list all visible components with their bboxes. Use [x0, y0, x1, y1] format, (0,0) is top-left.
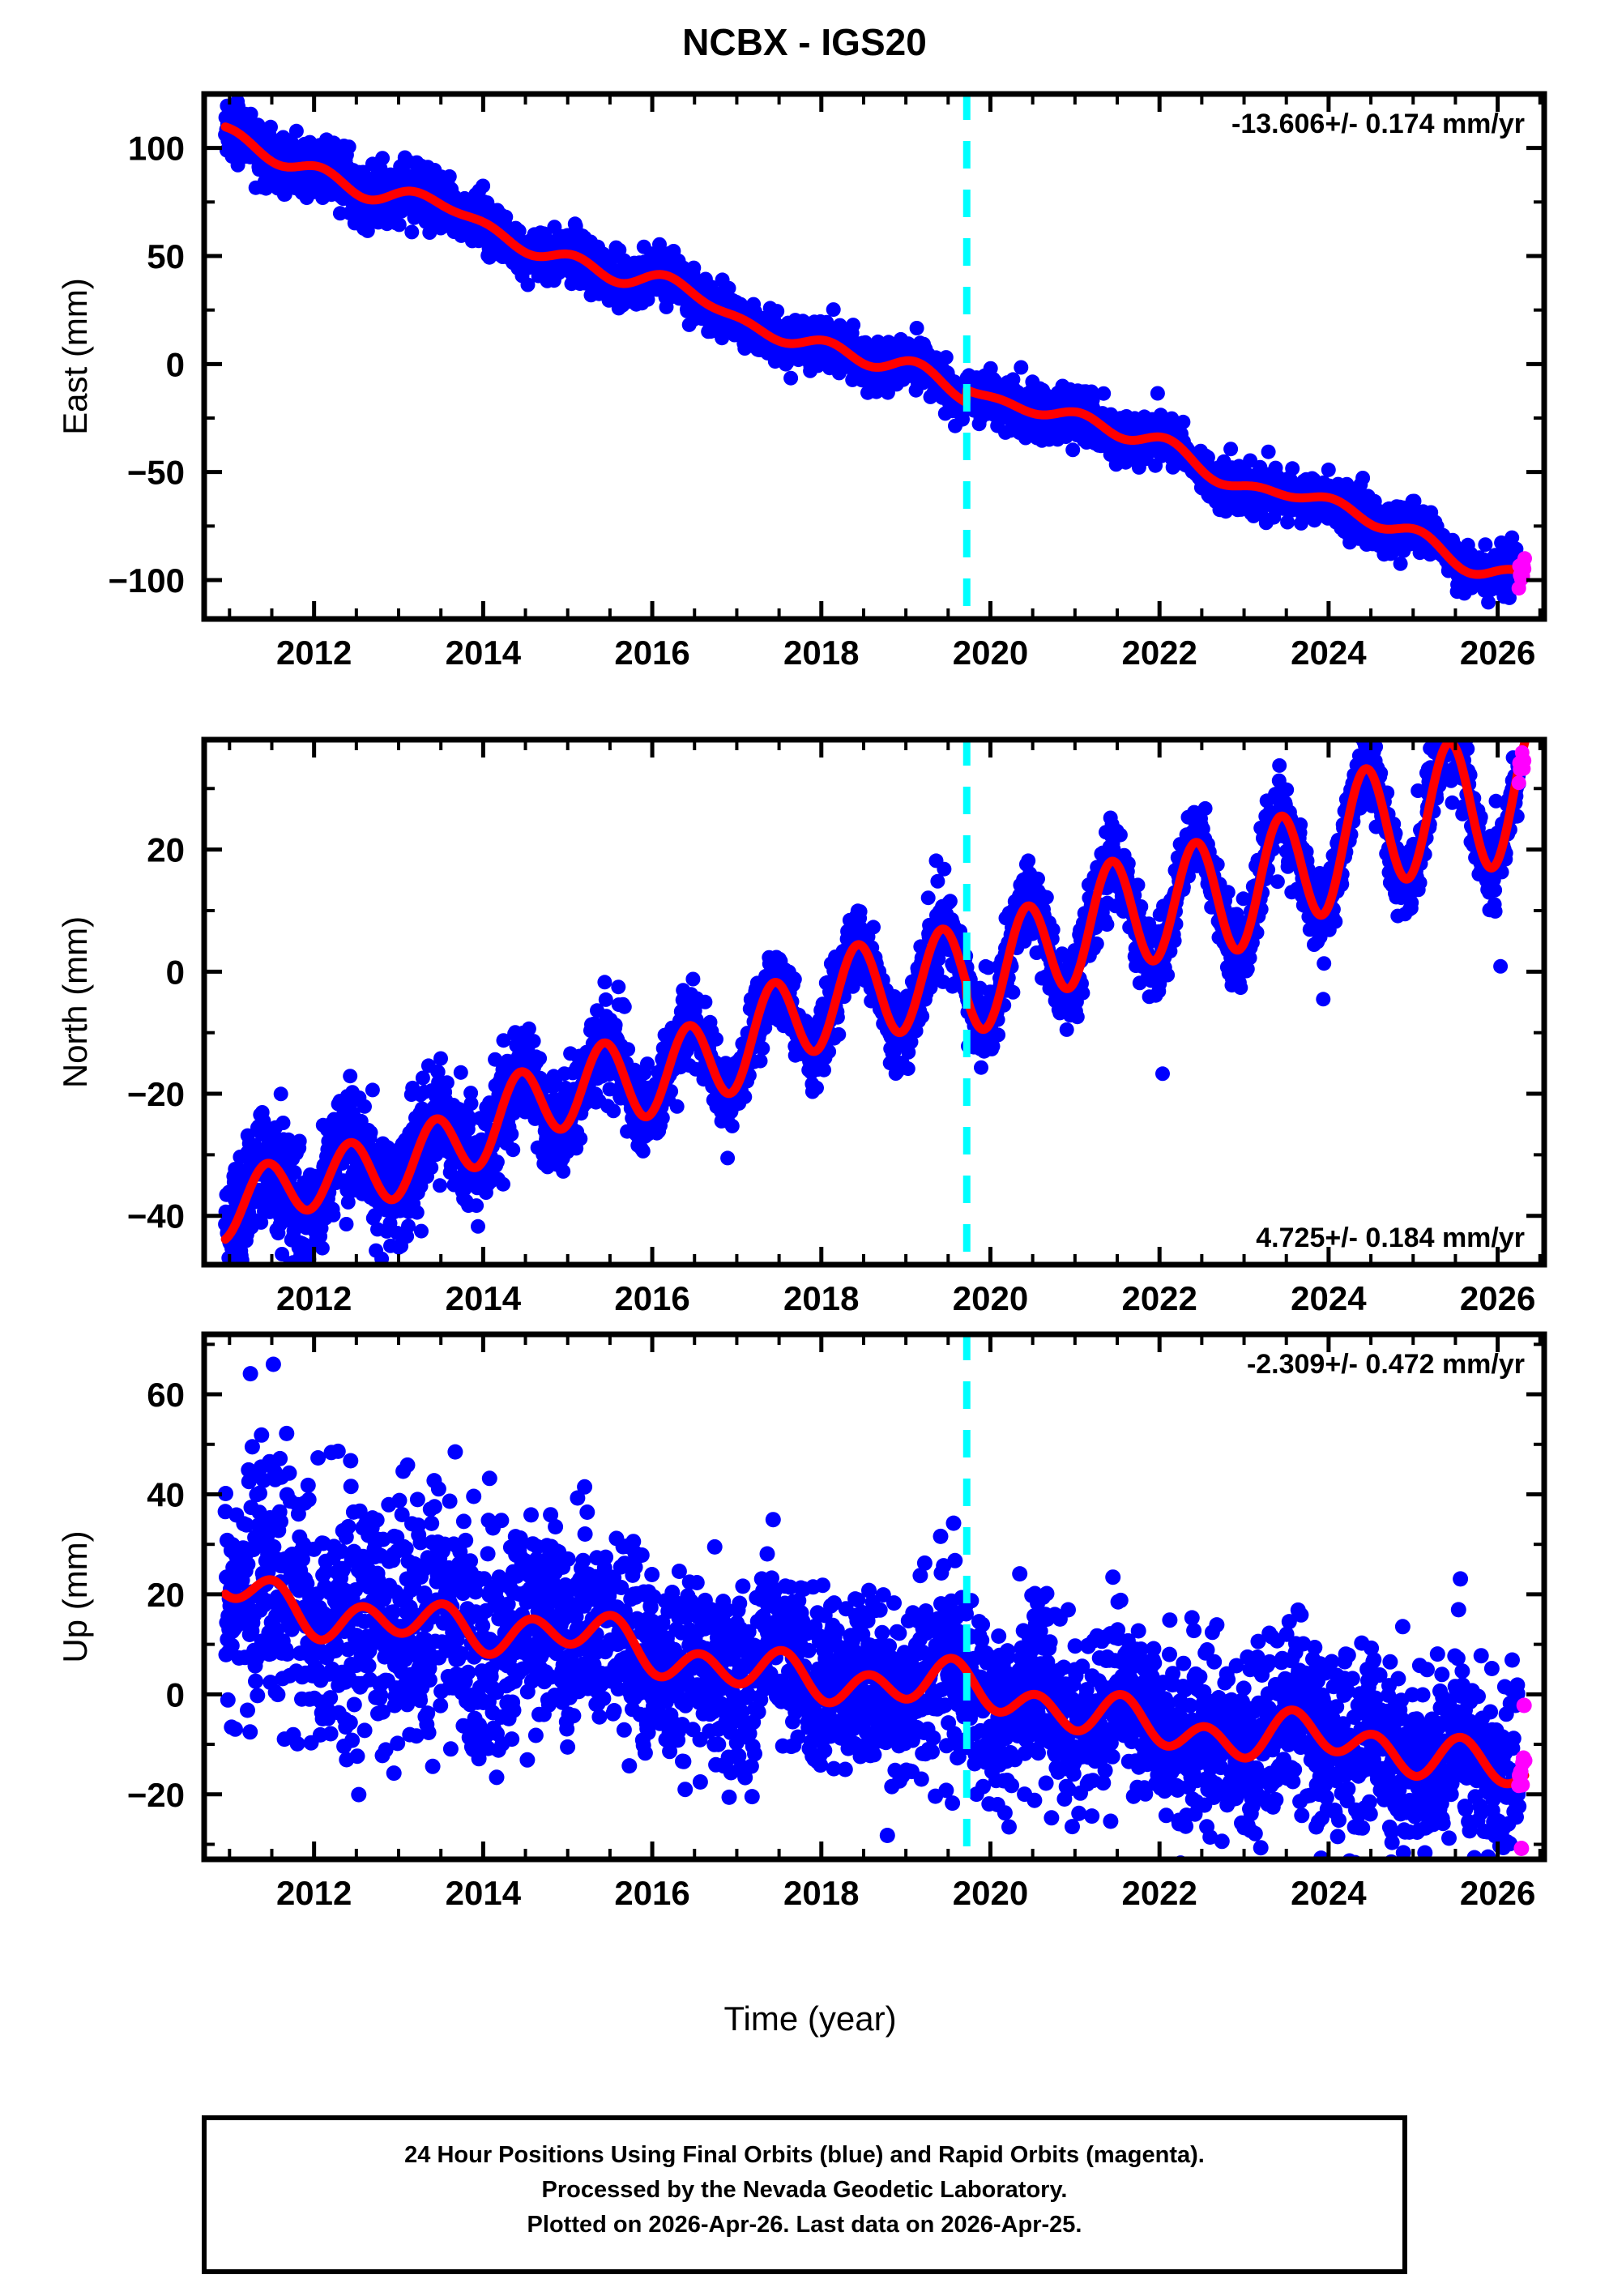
x-tick-label: 2016	[614, 1874, 689, 1912]
rate-annotation-up: -2.309+/- 0.472 mm/yr	[1247, 1349, 1525, 1380]
x-tick-label: 2022	[1121, 1279, 1197, 1317]
x-tick-label: 2018	[783, 1874, 859, 1912]
x-tick-label: 2014	[446, 1874, 522, 1912]
x-tick-label: 2016	[614, 634, 689, 672]
caption-line-3: Plotted on 2026-Apr-26. Last data on 202…	[527, 2212, 1082, 2238]
x-tick-label: 2022	[1121, 1874, 1197, 1912]
x-tick-label: 2018	[783, 634, 859, 672]
caption-box: 24 Hour Positions Using Final Orbits (bl…	[204, 2118, 1405, 2272]
y-tick-label: −50	[127, 454, 185, 492]
y-tick-label: 0	[166, 953, 185, 991]
y-tick-label: 20	[147, 831, 185, 869]
x-tick-label: 2022	[1121, 634, 1197, 672]
y-tick-label: 0	[166, 345, 185, 383]
x-tick-label: 2016	[614, 1279, 689, 1317]
y-axis-label-east: East (mm)	[56, 278, 94, 435]
rate-annotation-north: 4.725+/- 0.184 mm/yr	[1256, 1223, 1525, 1253]
y-tick-label: 20	[147, 1576, 185, 1614]
y-tick-label: −100	[108, 561, 185, 600]
x-tick-label: 2020	[953, 1279, 1028, 1317]
y-tick-label: 0	[166, 1675, 185, 1713]
x-tick-label: 2026	[1460, 1874, 1535, 1912]
x-tick-label: 2012	[276, 1279, 352, 1317]
x-tick-label: 2014	[446, 1279, 522, 1317]
y-tick-label: 50	[147, 237, 185, 275]
y-axis-label-up: Up (mm)	[56, 1530, 94, 1662]
x-tick-label: 2024	[1291, 1874, 1367, 1912]
x-tick-label: 2024	[1291, 1279, 1367, 1317]
y-tick-label: 40	[147, 1475, 185, 1513]
y-tick-label: 100	[128, 130, 185, 168]
rate-annotation-east: -13.606+/- 0.174 mm/yr	[1231, 109, 1525, 139]
y-axis-label-north: North (mm)	[56, 916, 94, 1088]
page-title: NCBX - IGS20	[682, 21, 927, 63]
x-tick-label: 2020	[953, 634, 1028, 672]
caption-line-2: Processed by the Nevada Geodetic Laborat…	[542, 2177, 1068, 2203]
x-axis-label: Time (year)	[723, 1999, 896, 2038]
x-tick-label: 2012	[276, 634, 352, 672]
y-tick-label: −40	[127, 1197, 185, 1235]
x-tick-label: 2026	[1460, 634, 1535, 672]
x-tick-label: 2012	[276, 1874, 352, 1912]
x-tick-label: 2026	[1460, 1279, 1535, 1317]
x-tick-label: 2024	[1291, 634, 1367, 672]
x-tick-label: 2014	[446, 634, 522, 672]
x-tick-label: 2020	[953, 1874, 1028, 1912]
y-tick-label: −20	[127, 1776, 185, 1814]
x-tick-label: 2018	[783, 1279, 859, 1317]
caption-line-1: 24 Hour Positions Using Final Orbits (bl…	[404, 2142, 1205, 2168]
y-tick-label: −20	[127, 1075, 185, 1113]
y-tick-label: 60	[147, 1376, 185, 1414]
